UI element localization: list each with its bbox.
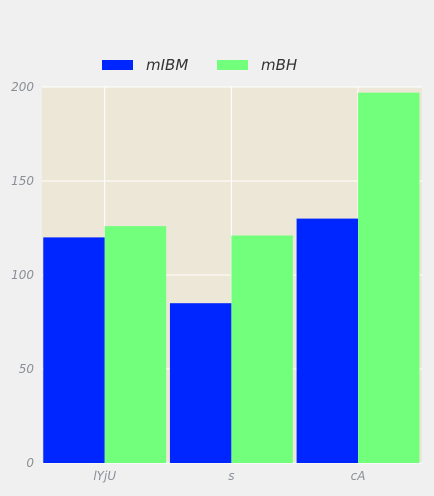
legend-item-mIBM: mIBM (102, 56, 188, 74)
y-tick-label: 200 (11, 80, 34, 94)
y-tick-label: 150 (11, 174, 34, 188)
y-tick-label: 100 (11, 268, 34, 282)
bar-mIBM-cA (296, 218, 359, 463)
y-tick-label: 50 (19, 362, 35, 376)
legend: mIBM mBH (102, 56, 297, 74)
bar-mBH-s (231, 235, 293, 463)
bar-mBH-cA (358, 92, 420, 463)
bar-mIBM-lYjU (43, 237, 105, 463)
bars (43, 92, 420, 463)
legend-item-mBH: mBH (217, 56, 297, 74)
axes: 0 50 100 150 200 lYjU s cA (11, 80, 365, 483)
legend-label: mBH (261, 56, 297, 74)
x-tick-label: s (228, 469, 234, 483)
y-tick-label: 0 (26, 456, 34, 470)
legend-swatch (102, 60, 133, 70)
bar-mBH-lYjU (104, 226, 167, 463)
bar-mIBM-s (169, 303, 232, 463)
x-tick-label: cA (351, 469, 366, 483)
legend-label: mIBM (146, 56, 188, 74)
legend-swatch (217, 60, 248, 70)
x-tick-label: lYjU (93, 469, 116, 483)
